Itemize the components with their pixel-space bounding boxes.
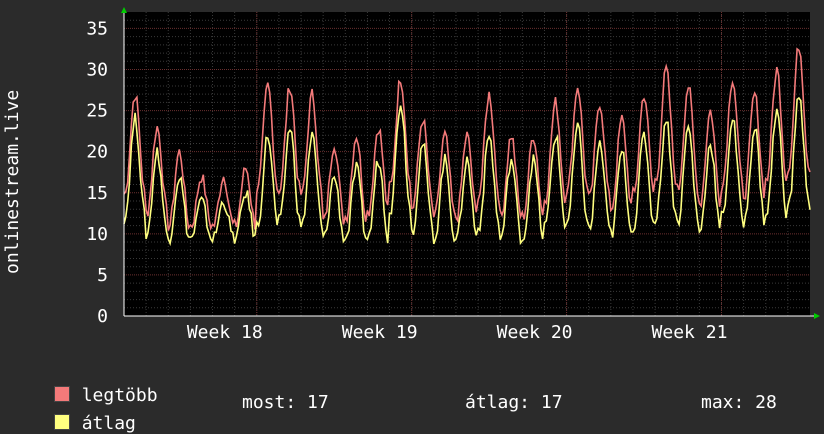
y-tick-label: 10	[86, 224, 108, 245]
legend-label-max: legtöbb	[81, 385, 158, 406]
y-tick-label: 30	[86, 60, 108, 81]
x-tick-label: Week 20	[497, 322, 573, 343]
y-axis-label: onlinestream.live	[2, 90, 23, 274]
x-tick-label: Week 18	[187, 322, 263, 343]
max-swatch-icon	[53, 386, 70, 402]
x-tick-label: Week 19	[342, 322, 418, 343]
legend-item-avg: átlag	[32, 392, 136, 434]
stat-max: max: 28	[701, 392, 777, 413]
y-tick-label: 15	[86, 183, 108, 204]
legend-item-max: legtöbb	[32, 364, 158, 406]
series-line-avg	[123, 96, 811, 247]
y-tick-label: 0	[97, 306, 108, 327]
x-tick-label: Week 21	[652, 322, 728, 343]
y-axis-arrow-icon	[121, 7, 127, 13]
x-axis-arrow-icon	[814, 313, 820, 319]
x-ticks: Week 18 Week 19 Week 20 Week 21	[187, 322, 728, 343]
series-line-max	[123, 47, 811, 231]
y-tick-label: 5	[97, 265, 108, 286]
stat-atlag: átlag: 17	[465, 392, 563, 413]
series-lines	[123, 47, 811, 247]
stat-most: most: 17	[242, 392, 329, 413]
y-ticks: 0 5 10 15 20 25 30 35	[86, 18, 108, 327]
avg-swatch-icon	[53, 414, 70, 430]
y-tick-label: 20	[86, 142, 108, 163]
y-tick-label: 25	[86, 101, 108, 122]
y-tick-label: 35	[86, 18, 108, 39]
legend-label-avg: átlag	[81, 413, 136, 434]
